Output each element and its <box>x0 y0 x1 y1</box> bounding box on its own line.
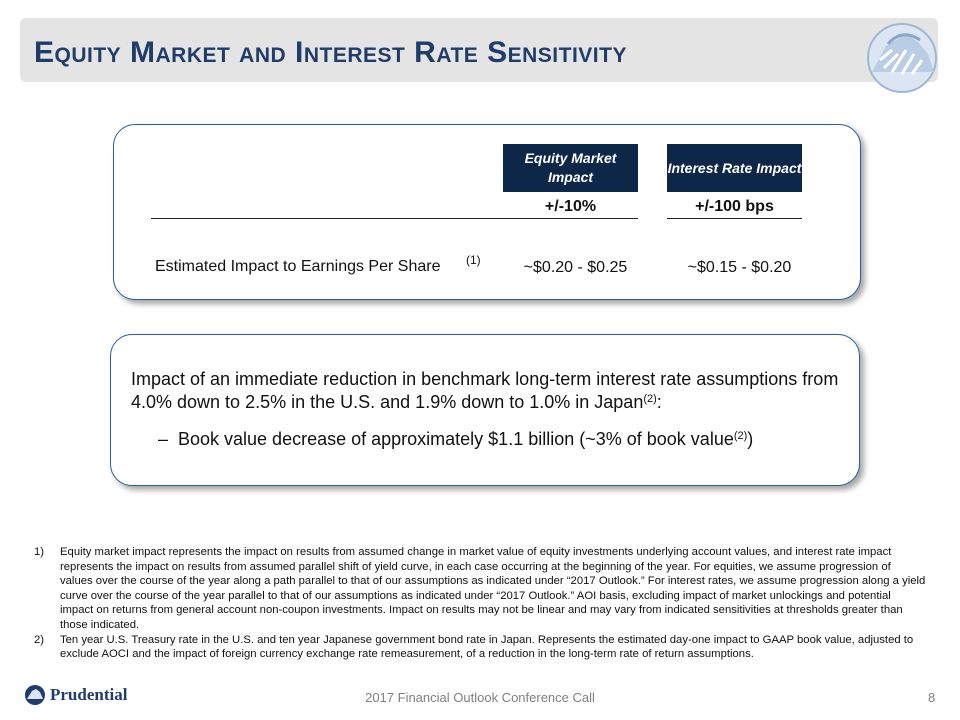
footnote-ref: (2) <box>643 393 657 405</box>
footnote-ref: (2) <box>733 430 748 442</box>
book-value-bullet: – Book value decrease of approximately $1… <box>158 429 754 449</box>
page-number: 8 <box>928 690 936 705</box>
page-title: Equity Market and Interest Rate Sensitiv… <box>34 36 627 69</box>
interest-rate-header: Interest Rate Impact <box>667 144 802 192</box>
equity-eps-value: ~$0.20 - $0.25 <box>523 259 628 276</box>
footnotes: 1) Equity market impact represents the i… <box>34 545 926 662</box>
rate-reduction-text: Impact of an immediate reduction in benc… <box>131 369 839 412</box>
interest-scenario: +/-100 bps <box>695 198 774 215</box>
title-bar <box>20 18 938 82</box>
book-value-panel <box>110 334 860 486</box>
eps-row-label: Estimated Impact to Earnings Per Share <box>155 258 441 275</box>
brand-name: Prudential <box>50 685 128 704</box>
footer-title: 2017 Financial Outlook Conference Call <box>365 690 595 705</box>
interest-eps-value: ~$0.15 - $0.20 <box>687 259 792 276</box>
equity-market-header: Equity Market Impact <box>503 144 638 192</box>
table-rule <box>667 218 802 219</box>
rock-of-gibraltar-icon <box>25 685 45 705</box>
footnote-2: 2) Ten year U.S. Treasury rate in the U.… <box>34 633 914 661</box>
table-rule <box>151 218 638 219</box>
bullet-dash: – <box>158 429 169 449</box>
eps-footnote-ref: (1) <box>466 253 481 267</box>
brand-logo: Prudential <box>24 684 127 706</box>
footnote-1: 1) Equity market impact represents the i… <box>34 546 926 631</box>
rock-logo-icon <box>867 23 937 93</box>
equity-scenario: +/-10% <box>544 198 597 215</box>
